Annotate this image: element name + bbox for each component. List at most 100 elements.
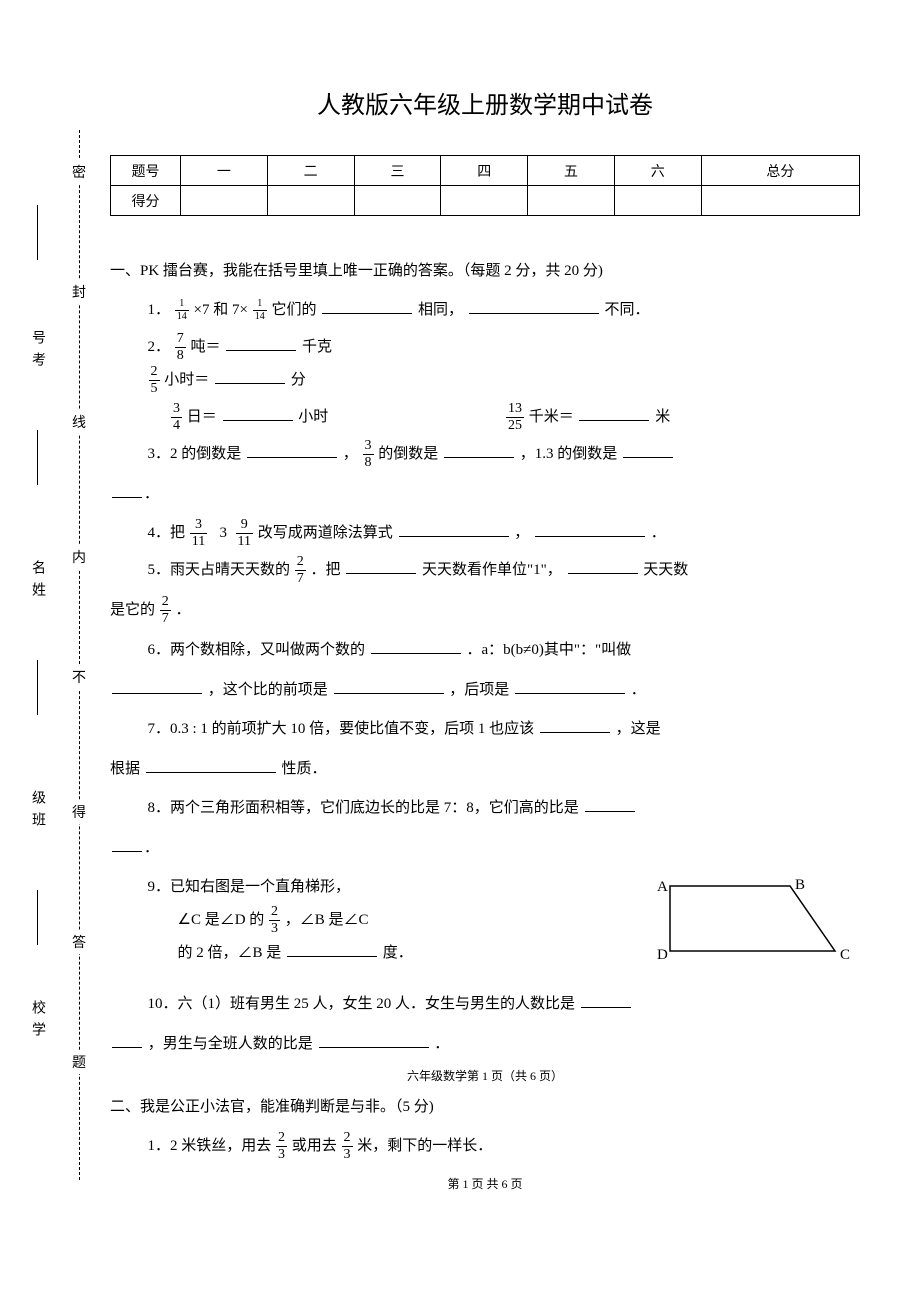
row-header: 题号 [111,156,181,186]
text: 10．六（1）班有男生 25 人，女生 20 人．女生与男生的人数比是 [148,996,576,1012]
blank [515,679,625,694]
text: ． [631,682,646,698]
q10b: ，男生与全班人数的比是 ． [110,1029,860,1059]
q1: 1． 114 ×7 和 7× 114 它们的 相同， 不同． [110,294,860,327]
text: 它们的 [271,302,316,318]
blank [112,837,142,852]
text: ，后项是 [449,682,509,698]
text: 天天数 [643,562,688,578]
fraction: 911 [236,518,253,549]
blank [535,522,645,537]
section2-heading: 二、我是公正小法官，能准确判断是与非。（5 分) [110,1092,860,1122]
text: 的 2 倍，∠B 是 [178,945,282,961]
blank [319,1033,429,1048]
col-header: 一 [181,156,268,186]
fraction: 311 [190,518,207,549]
text: 5．雨天占晴天天数的 [148,562,291,578]
page-number: 第 1 页 共 6 页 [110,1175,860,1192]
blank [247,443,337,458]
score-cell [267,186,354,216]
text: 天天数看作单位"1"， [422,562,562,578]
q-num: 2． [148,339,171,355]
fraction: 38 [363,439,374,470]
q5b: 是它的 27 ． [110,595,860,626]
text: 千米＝ [529,409,574,425]
page-title: 人教版六年级上册数学期中试卷 [110,85,860,120]
blank [223,406,293,421]
text: 千克 [302,339,332,355]
text: 3．2 的倒数是 [148,446,242,462]
fraction: 23 [276,1131,287,1162]
blank [112,1033,142,1048]
blank [399,522,509,537]
solid-rule [37,430,38,485]
q8b: ． [110,833,860,863]
vertex-d: D [657,947,668,963]
q9: 9．已知右图是一个直角梯形， ∠C 是∠D 的 23 ，∠B 是∠C 的 2 倍… [110,871,860,984]
col-header: 六 [614,156,701,186]
q7: 7．0.3 : 1 的前项扩大 10 倍，要使比值不变，后项 1 也应该 ，这是 [110,713,860,746]
text: 或用去 [292,1138,337,1154]
score-table: 题号 一 二 三 四 五 六 总分 得分 [110,155,860,216]
q3: 3．2 的倒数是 ， 38 的倒数是 ，1.3 的倒数是 [110,438,860,471]
col-header: 二 [267,156,354,186]
rail-char: 得 [72,800,86,824]
score-cell [354,186,441,216]
blank [112,483,142,498]
q5: 5．雨天占晴天天数的 27 ．把 天天数看作单位"1"， 天天数 [110,554,860,587]
text: ．a：b(b≠0)其中"："叫做 [467,642,632,658]
text: ． [144,486,159,502]
q2b: 34 日＝ 小时 1325 千米＝ 米 [110,401,860,434]
fraction: 1325 [506,402,524,433]
text: 7．0.3 : 1 的前项扩大 10 倍，要使比值不变，后项 1 也应该 [148,721,535,737]
text: 性质． [282,761,327,777]
text: 9．已知右图是一个直角梯形， [148,879,351,895]
score-cell [181,186,268,216]
blank [568,559,638,574]
fraction: 27 [295,555,306,586]
text: 小时 [298,409,328,425]
blank [540,718,610,733]
text: 3 [220,525,228,541]
text: ，这个比的前项是 [208,682,328,698]
blank [585,797,635,812]
rail-char: 答 [72,930,86,954]
row-header: 得分 [111,186,181,216]
rail-char: 线 [72,410,86,434]
fraction: 114 [253,299,267,322]
col-header: 五 [528,156,615,186]
text: 4．把 [148,525,186,541]
text: 是它的 [110,602,155,618]
text: 日＝ [187,409,217,425]
score-cell [614,186,701,216]
col-header: 总分 [701,156,859,186]
rail-char: 封 [72,280,86,304]
s2-q1: 1．2 米铁丝，用去 23 或用去 23 米，剩下的一样长． [110,1130,860,1163]
rail-char: 不 [72,665,86,689]
text: 改写成两道除法算式 [258,525,393,541]
col-header: 三 [354,156,441,186]
blank [581,993,631,1008]
fraction: 23 [269,905,280,936]
rail-char: 题 [72,1050,86,1074]
blank [579,406,649,421]
q-num: 1． [148,302,171,318]
blank [469,299,599,314]
mid-footnote: 六年级数学第 1 页（共 6 页） [110,1067,860,1084]
text: ． [434,1036,449,1052]
text: ，1.3 的倒数是 [520,446,618,462]
text: ． [176,602,191,618]
section1-heading: 一、PK 擂台赛，我能在括号里填上唯一正确的答案。（每题 2 分，共 20 分) [110,256,860,286]
text: 根据 [110,761,140,777]
fraction: 34 [171,402,182,433]
text: 度． [383,945,413,961]
text: ，∠B 是∠C [285,912,369,928]
text: ． [144,840,159,856]
vertex-b: B [795,877,805,893]
fraction: 114 [175,299,189,322]
text: 的倒数是 [378,446,438,462]
rail-char: 内 [72,545,86,569]
text: 6．两个数相除，又叫做两个数的 [148,642,366,658]
blank [322,299,412,314]
blank [371,639,461,654]
